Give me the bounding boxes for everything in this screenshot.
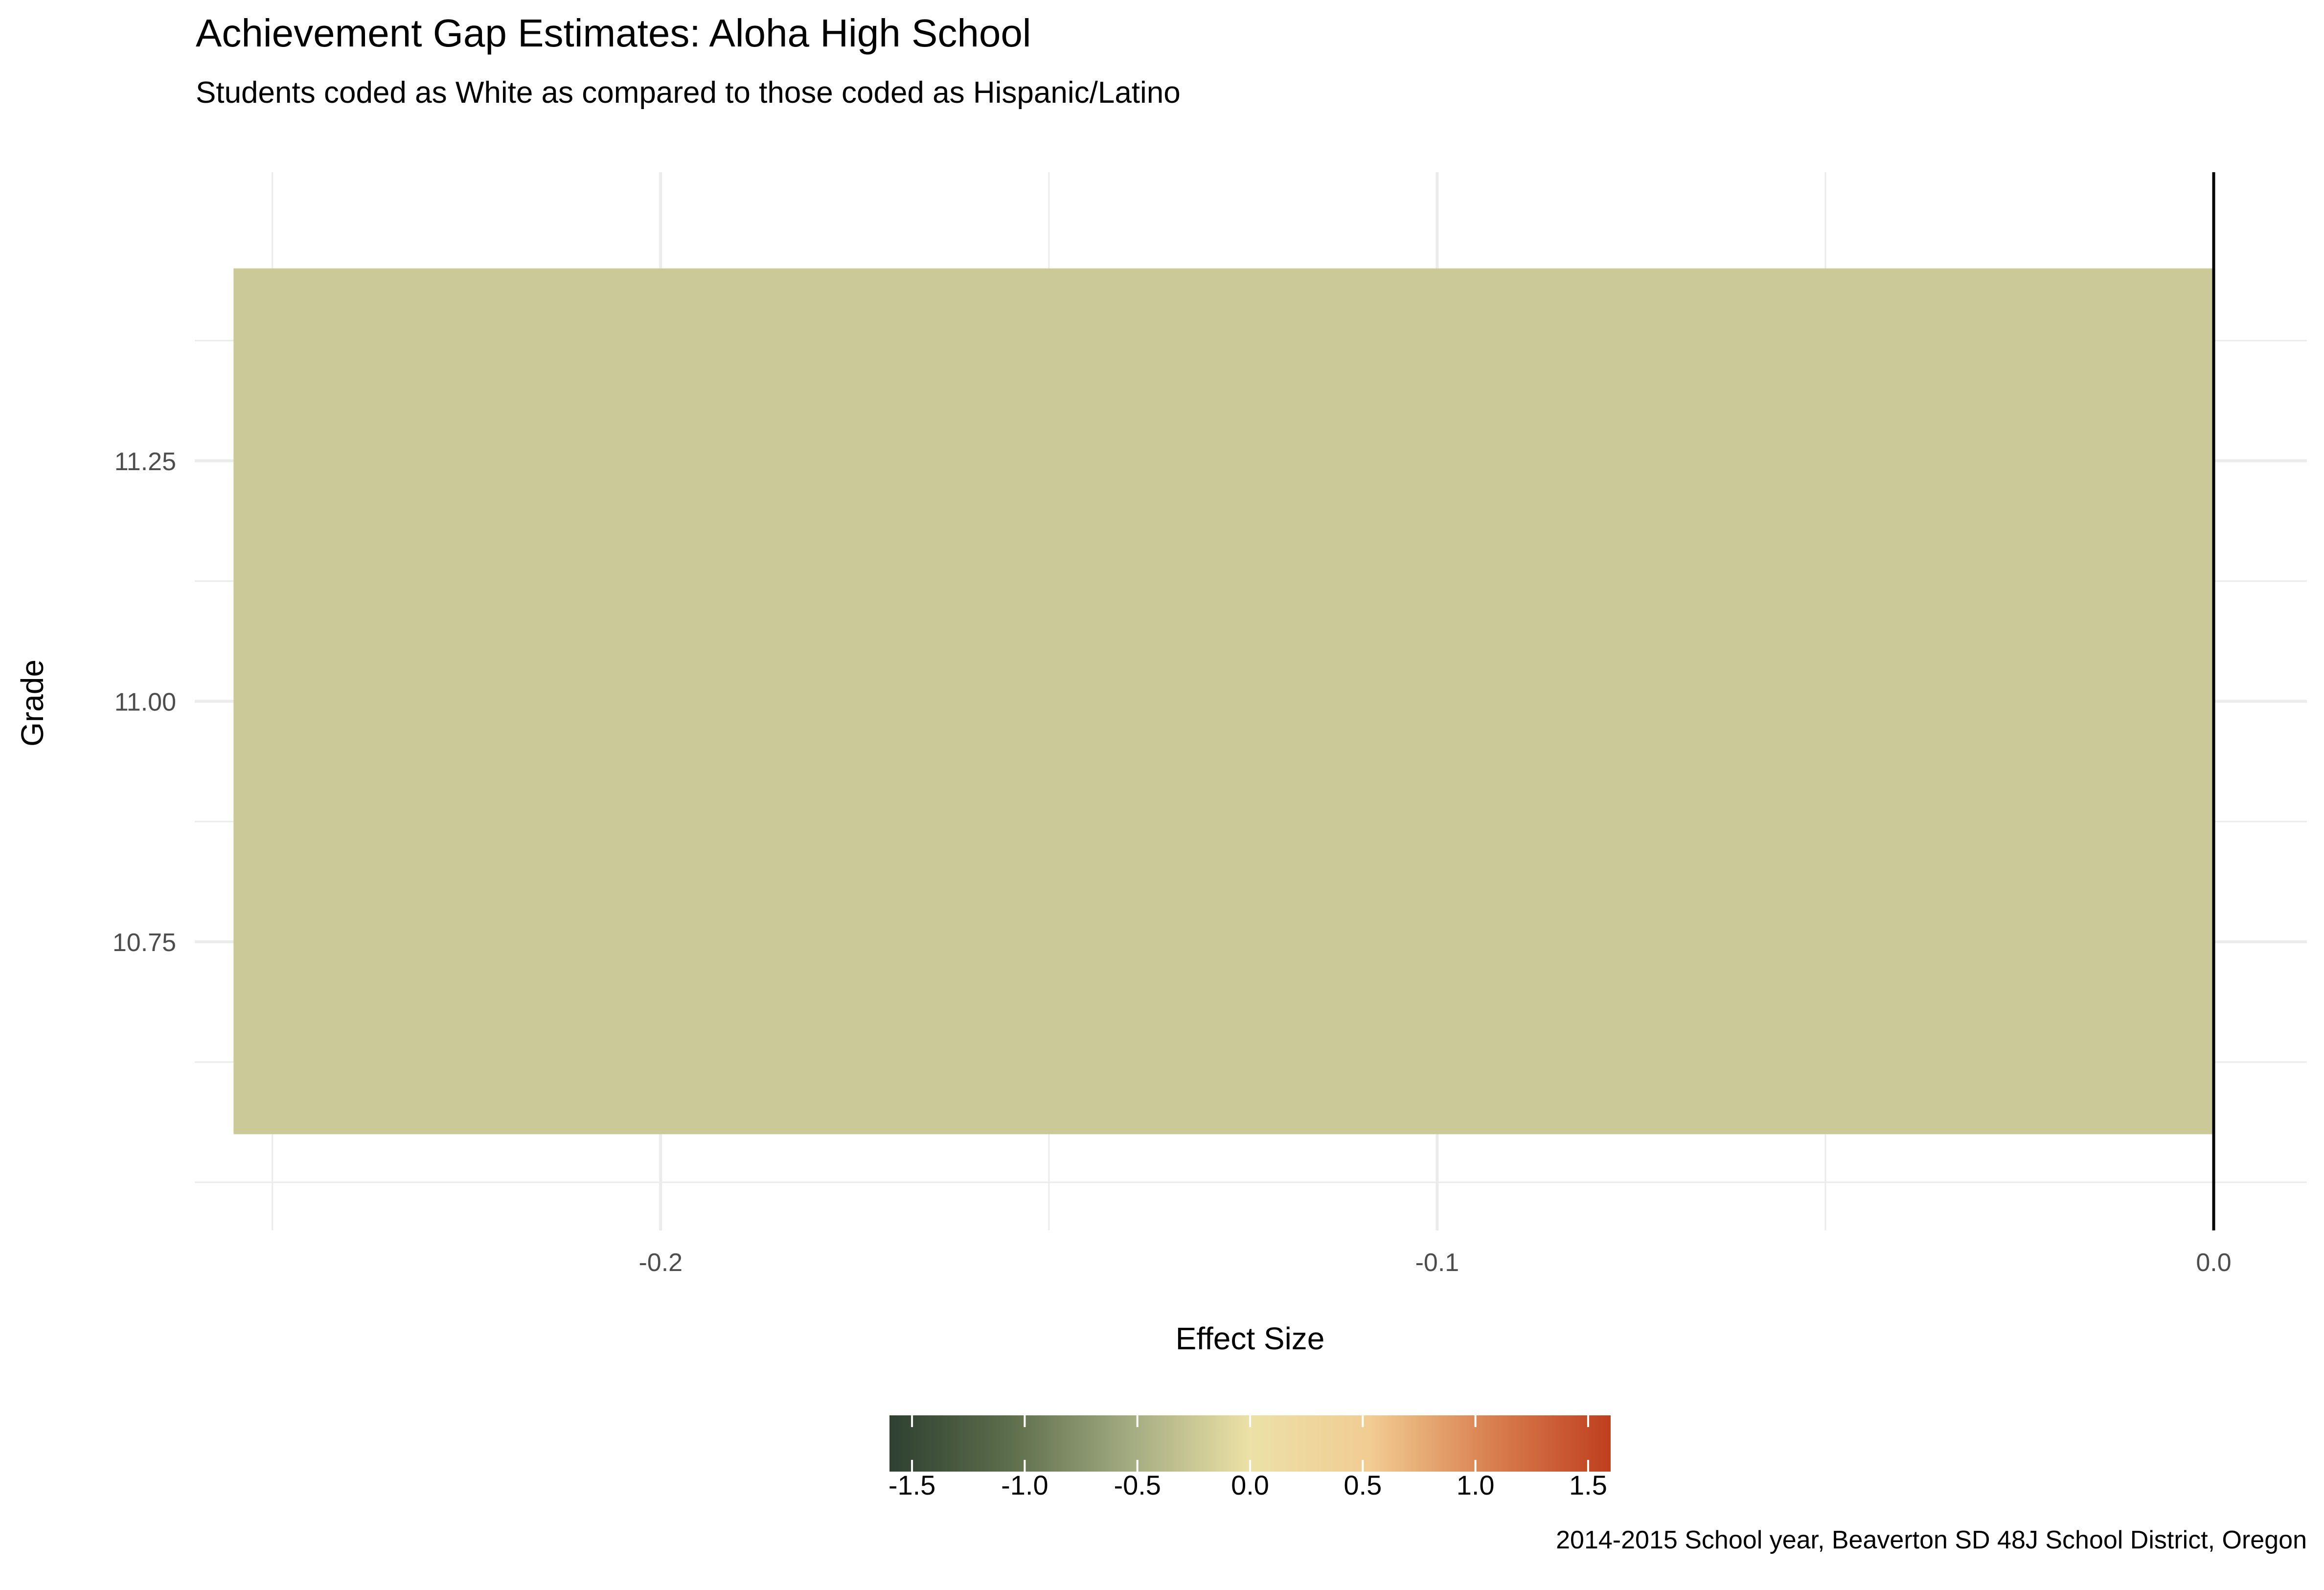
colorbar-tick-label: -1.5 [889,1470,936,1500]
chart-subtitle: Students coded as White as compared to t… [196,76,1181,110]
y-axis-ticks: 10.75 11.00 11.25 [113,448,176,957]
colorbar-legend: -1.5 -1.0 -0.5 0.0 0.5 1.0 1.5 [889,1415,1611,1500]
bars [233,268,2214,1135]
colorbar-tick-label: 1.5 [1569,1470,1607,1500]
colorbar-tick-label: 1.0 [1457,1470,1495,1500]
x-tick-label: -0.2 [638,1249,683,1277]
y-tick-label: 11.00 [114,688,176,717]
y-tick-label: 11.25 [114,448,176,476]
colorbar-tick-label: 0.5 [1344,1470,1382,1500]
y-axis-title: Grade [15,659,50,747]
bar-grade-11 [233,268,2214,1135]
x-tick-label: -0.1 [1415,1249,1459,1277]
x-axis-title: Effect Size [1176,1321,1325,1356]
chart-caption: 2014-2015 School year, Beaverton SD 48J … [1556,1526,2307,1554]
chart-title: Achievement Gap Estimates: Aloha High Sc… [196,11,1031,55]
colorbar-tick-label: 0.0 [1231,1470,1269,1500]
colorbar-tick-label: -0.5 [1114,1470,1161,1500]
x-axis-ticks: -0.2 -0.1 0.0 [638,1249,2231,1277]
y-tick-label: 10.75 [113,929,176,957]
colorbar-tick-label: -1.0 [1001,1470,1048,1500]
x-tick-label: 0.0 [2196,1249,2231,1277]
